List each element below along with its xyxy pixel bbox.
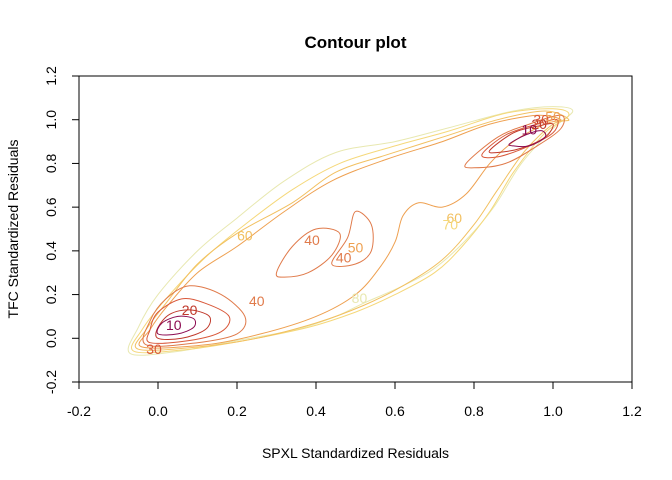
y-tick-label: 0.0 bbox=[43, 328, 59, 348]
contour-line-level-80 bbox=[127, 106, 574, 356]
contour-line-level-30 bbox=[481, 118, 559, 159]
y-axis-label: TFC Standardized Residuals bbox=[5, 140, 21, 319]
contour-line-level-60 bbox=[134, 110, 570, 351]
x-axis-label: SPXL Standardized Residuals bbox=[262, 445, 449, 461]
chart-title: Contour plot bbox=[305, 33, 407, 52]
contour-level-label: 60 bbox=[446, 210, 462, 226]
contour-line-level-40 bbox=[331, 210, 374, 267]
contour-line-level-40 bbox=[464, 114, 565, 169]
x-tick-label: 0.6 bbox=[385, 403, 405, 419]
y-tick-label: 0.8 bbox=[43, 153, 59, 173]
x-tick-label: 0.2 bbox=[227, 403, 247, 419]
contour-level-label: 40 bbox=[336, 249, 352, 265]
x-tick-label: -0.2 bbox=[67, 403, 91, 419]
contour-line-level-20 bbox=[488, 122, 554, 154]
y-tick-label: 0.2 bbox=[43, 285, 59, 305]
x-tick-label: 0.0 bbox=[148, 403, 168, 419]
contour-line-level-70 bbox=[130, 108, 570, 354]
contour-level-label: 50 bbox=[545, 108, 561, 124]
contour-lines bbox=[127, 106, 574, 356]
y-tick-label: 1.0 bbox=[43, 110, 59, 130]
contour-level-label: 30 bbox=[146, 341, 162, 357]
contour-level-label: 30 bbox=[533, 112, 549, 128]
x-axis: -0.2 0.0 0.2 0.4 0.6 0.8 1.0 1.2 bbox=[67, 381, 642, 419]
x-tick-label: 1.0 bbox=[543, 403, 563, 419]
contour-level-label: 10 bbox=[166, 317, 182, 333]
contour-level-label: 60 bbox=[237, 228, 253, 244]
x-tick-label: 1.2 bbox=[622, 403, 642, 419]
contour-level-label: 40 bbox=[249, 293, 265, 309]
x-tick-label: 0.4 bbox=[306, 403, 326, 419]
contour-level-label: 40 bbox=[304, 232, 320, 248]
contour-level-label: 20 bbox=[531, 116, 547, 132]
y-tick-label: 0.4 bbox=[43, 241, 59, 261]
y-tick-label: 1.2 bbox=[43, 66, 59, 86]
contour-line-level-40 bbox=[142, 285, 247, 347]
y-axis: -0.2 0.0 0.2 0.4 0.6 0.8 1.0 1.2 bbox=[43, 66, 80, 394]
contour-level-label: 80 bbox=[352, 290, 368, 306]
contour-level-label: 50 bbox=[348, 240, 364, 256]
contour-line-level-10 bbox=[156, 315, 197, 336]
contour-line-level-40 bbox=[275, 227, 341, 278]
y-tick-label: -0.2 bbox=[43, 370, 59, 394]
x-tick-label: 0.8 bbox=[464, 403, 484, 419]
contour-level-label: 10 bbox=[522, 122, 538, 138]
contour-line-level-10 bbox=[508, 130, 547, 148]
contour-line-level-50 bbox=[138, 114, 562, 349]
y-tick-label: 0.6 bbox=[43, 197, 59, 217]
contour-level-label: 70 bbox=[443, 217, 459, 233]
contour-line-level-30 bbox=[146, 298, 231, 344]
contour-level-label: 20 bbox=[182, 302, 198, 318]
